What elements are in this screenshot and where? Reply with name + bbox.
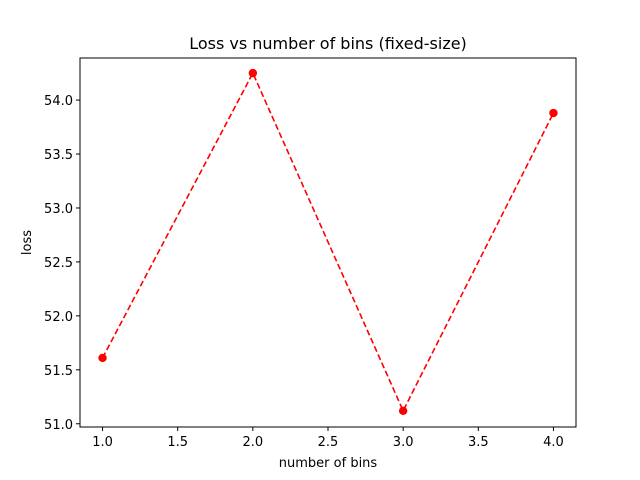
y-tick-label: 51.0 xyxy=(44,418,73,433)
y-tick-label: 53.5 xyxy=(44,148,73,163)
y-tick-label: 52.5 xyxy=(44,256,73,271)
data-point xyxy=(398,406,408,416)
y-axis-label: loss xyxy=(20,230,35,255)
y-tick-label: 52.0 xyxy=(44,310,73,325)
data-point xyxy=(549,108,558,118)
x-tick-label: 2.5 xyxy=(318,435,339,450)
data-point xyxy=(248,68,258,78)
x-tick-label: 3.5 xyxy=(468,435,489,450)
y-tick-label: 54.0 xyxy=(44,94,73,109)
chart-title: Loss vs number of bins (fixed-size) xyxy=(189,34,467,53)
y-axis-ticks: 51.0 51.5 52.0 52.5 53.0 53.5 54.0 xyxy=(44,94,80,433)
x-axis-ticks: 1.0 1.5 2.0 2.5 3.0 3.5 4.0 xyxy=(92,427,564,450)
data-point xyxy=(98,353,107,363)
series-line xyxy=(101,71,555,413)
y-tick-label: 53.0 xyxy=(44,202,73,217)
x-tick-label: 1.5 xyxy=(167,435,188,450)
x-tick-label: 2.0 xyxy=(243,435,264,450)
x-tick-label: 1.0 xyxy=(92,435,113,450)
y-tick-label: 51.5 xyxy=(44,364,73,379)
series-layer xyxy=(98,68,558,416)
x-tick-label: 4.0 xyxy=(543,435,564,450)
x-tick-label: 3.0 xyxy=(393,435,414,450)
x-axis-label: number of bins xyxy=(279,456,378,471)
